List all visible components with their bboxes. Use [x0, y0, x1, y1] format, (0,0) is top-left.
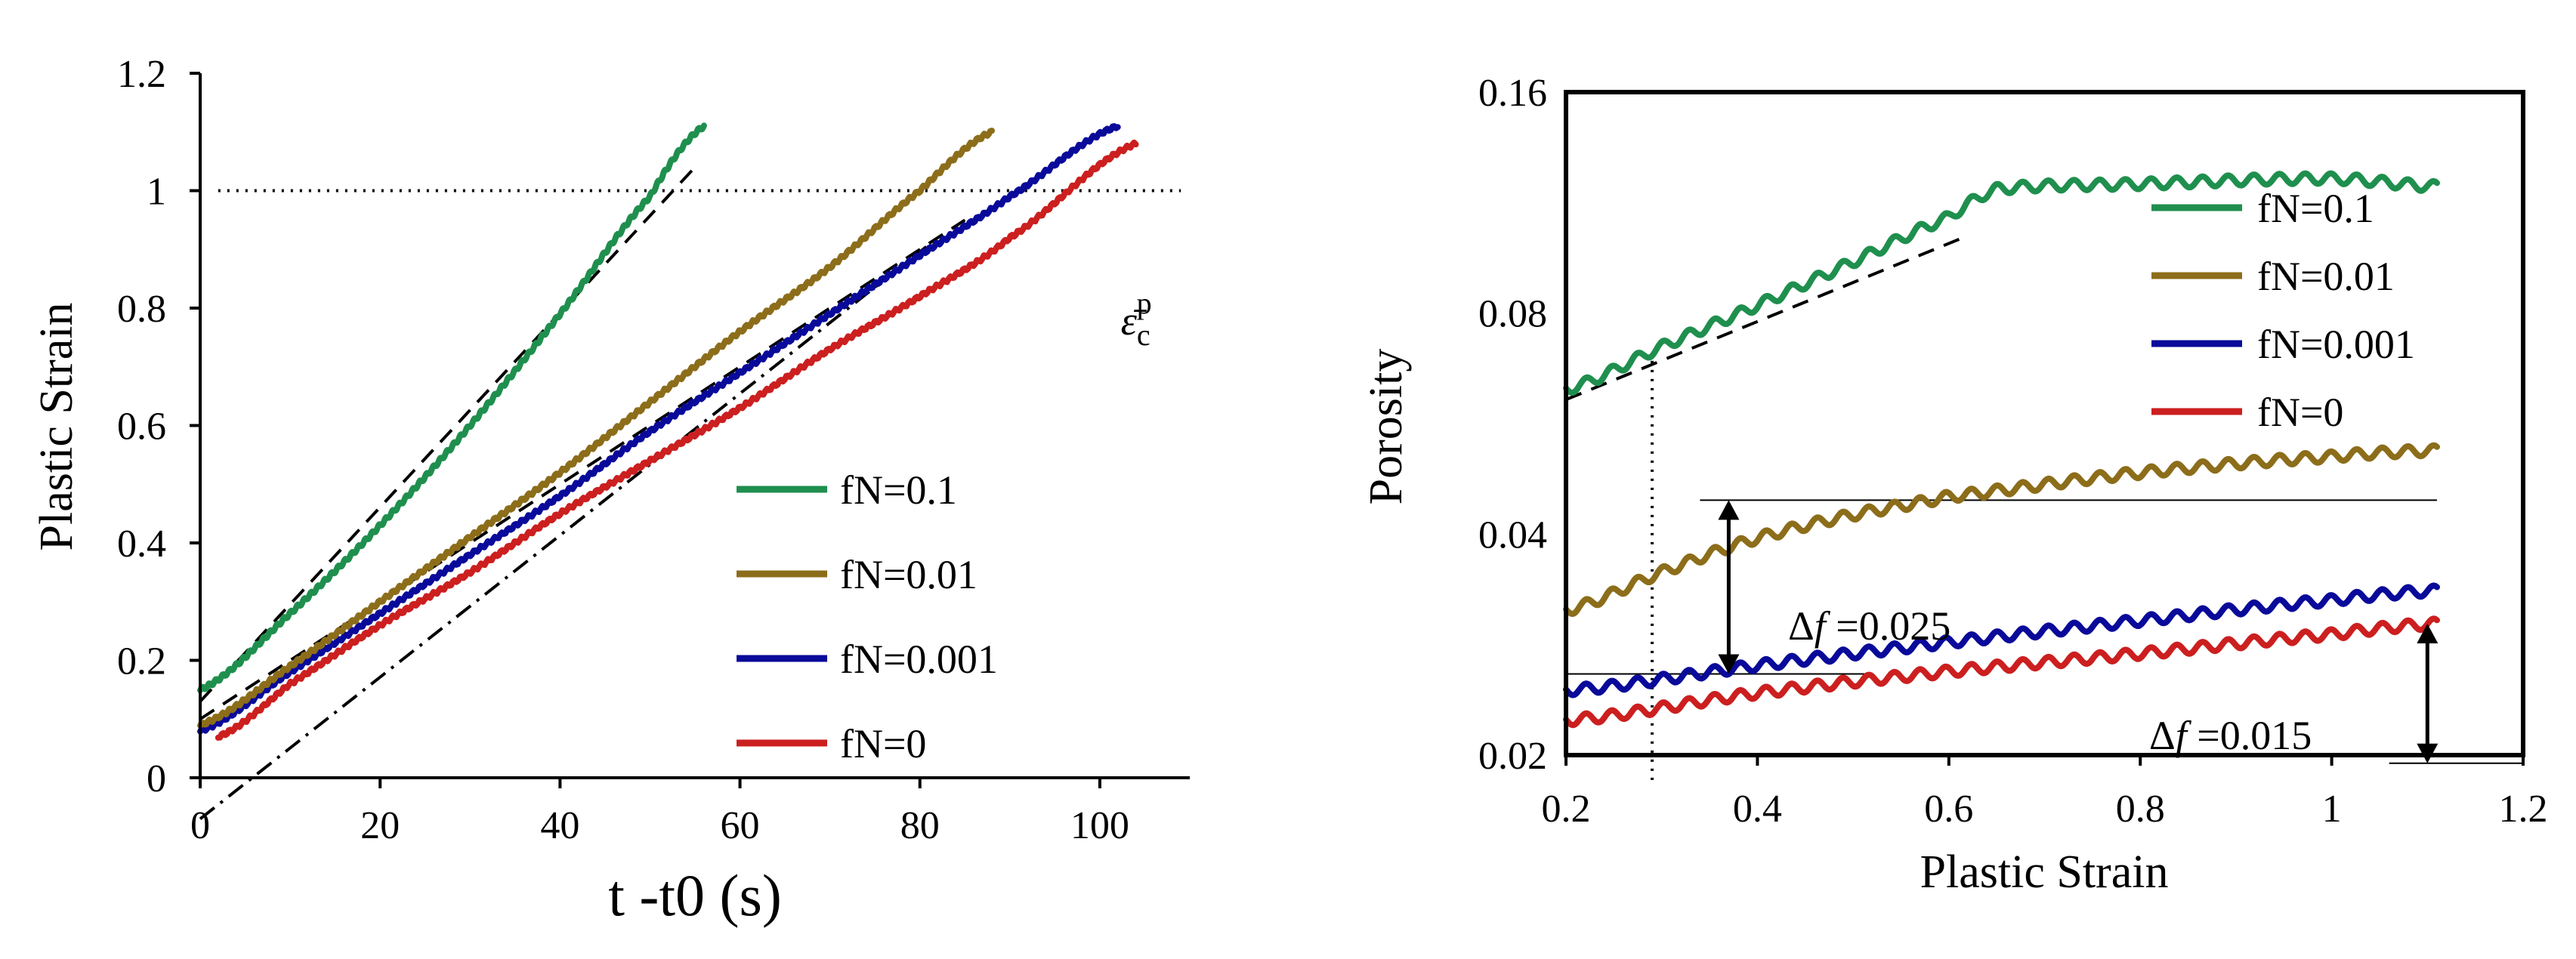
chart2-series-line-fn-0 — [1563, 615, 2440, 729]
chart1-y-tick-label: 0.8 — [117, 288, 166, 331]
chart-porosity-vs-plastic-strain: 0.02 0.04 0.08 0.16 0.2 0.4 0.6 0.8 1 1.2 Plastic … — [1361, 72, 2548, 898]
chart2-plot-frame — [1564, 90, 2525, 757]
chart1-x-tick-label: 80 — [900, 804, 940, 847]
chart2-x-tick-label: 1 — [2322, 788, 2342, 831]
chart2-x-tick-label: 0.4 — [1733, 788, 1782, 831]
chart1-annotation-critical-strain: ε̄cp — [1121, 286, 1152, 352]
chart1-legend-label-fn-0: fN=0 — [840, 721, 926, 766]
chart1-y-tick-label: 0.4 — [117, 523, 166, 566]
chart1-y-tick-label: 0 — [147, 757, 166, 800]
chart2-annotation-delta-f: Δf =0.015 — [2149, 713, 2312, 758]
chart2-legend-label-fn-0-1: fN=0.1 — [2257, 186, 2374, 231]
chart2-y-tick-label: 0.16 — [1478, 72, 1547, 115]
chart2-x-axis-title: Plastic Strain — [1920, 846, 2169, 898]
chart2-annotation-delta-f: Δf =0.025 — [1788, 603, 1951, 649]
chart2-delta-arrow-head-up — [2417, 623, 2439, 643]
chart1-y-axis-title: Plastic Strain — [31, 303, 82, 551]
chart1-reference-line-dash-dot — [199, 236, 939, 820]
chart1-series-line-fn-0-01 — [197, 128, 995, 729]
chart1-y-tick-label: 0.2 — [117, 640, 166, 683]
chart2-y-tick-label: 0.08 — [1478, 293, 1547, 336]
chart2-series-line-fn-0-001 — [1563, 582, 2440, 698]
chart2-delta-arrow-head-down — [2417, 743, 2439, 763]
chart1-y-tick-label: 1 — [147, 171, 166, 214]
chart-plastic-strain-vs-time: 0 0.2 0.4 0.6 0.8 1 1.2 0 20 40 60 80 100 t -t0 (s) Pl… — [31, 53, 1190, 928]
chart2-series-line-fn-0-01 — [1563, 442, 2440, 617]
chart2-legend-label-fn-0: fN=0 — [2257, 390, 2343, 435]
chart2-x-tick-label: 0.6 — [1924, 788, 1973, 831]
chart2-delta-arrow-head-down — [1718, 654, 1740, 674]
chart2-legend-label-fn-0-001: fN=0.001 — [2257, 322, 2415, 367]
chart2-y-tick-label: 0.04 — [1478, 513, 1547, 557]
chart1-series-line-fn-0-1 — [197, 122, 707, 694]
chart1-legend-label-fn-0-01: fN=0.01 — [840, 552, 978, 597]
chart1-legend-label-fn-0-001: fN=0.001 — [840, 637, 998, 682]
chart2-y-axis-title: Porosity — [1361, 349, 1412, 505]
chart1-x-axis-title: t -t0 (s) — [608, 862, 782, 928]
chart2-x-tick-label: 0.2 — [1542, 788, 1591, 831]
chart1-reference-line-dashed — [199, 166, 697, 703]
chart1-y-tick-label: 1.2 — [117, 53, 166, 96]
chart2-legend-label-fn-0-01: fN=0.01 — [2257, 254, 2395, 299]
chart1-y-tick-label: 0.6 — [117, 405, 166, 449]
chart1-series-line-fn-0 — [215, 139, 1139, 741]
chart1-legend-label-fn-0-1: fN=0.1 — [840, 467, 957, 513]
chart2-delta-arrow-head-up — [1718, 500, 1740, 520]
chart1-series-line-fn-0-001 — [197, 123, 1121, 735]
chart1-x-tick-label: 60 — [721, 804, 760, 847]
chart2-x-tick-label: 0.8 — [2116, 788, 2165, 831]
chart2-x-tick-label: 1.2 — [2499, 788, 2548, 831]
chart2-series-line-fn-0-1 — [1563, 170, 2440, 396]
chart1-x-tick-label: 40 — [540, 804, 579, 847]
chart2-reference-line-dashed — [1565, 234, 1969, 402]
chart1-x-tick-label: 20 — [360, 804, 400, 847]
chart1-x-tick-label: 0 — [190, 804, 210, 847]
chart2-y-tick-label: 0.02 — [1478, 735, 1547, 778]
chart1-x-tick-label: 100 — [1070, 804, 1129, 847]
